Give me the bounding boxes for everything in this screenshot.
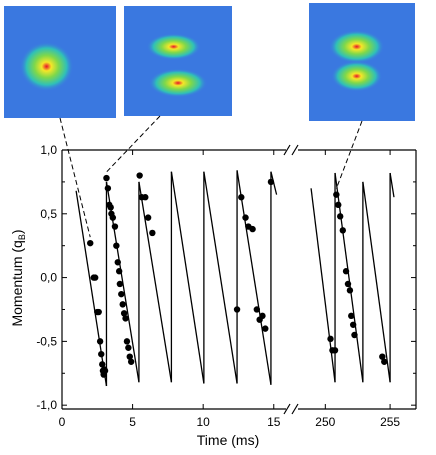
data-point	[349, 321, 357, 328]
x-tick-label: 10	[196, 415, 210, 429]
y-tick-label: 0,0	[40, 271, 57, 285]
data-point	[104, 185, 112, 192]
data-point	[127, 358, 135, 365]
absorption-image-1	[4, 6, 116, 118]
theory-segment-left	[138, 181, 173, 383]
data-point	[116, 280, 124, 288]
data-point	[111, 223, 119, 230]
atom-cloud	[331, 60, 383, 92]
axis-break-mark	[283, 403, 291, 415]
inset-connector	[335, 120, 363, 189]
data-point	[119, 301, 126, 308]
theory-segment-left	[203, 171, 238, 384]
data-point	[342, 268, 350, 275]
inset-connectors	[59, 115, 363, 238]
theory-segment-left	[170, 171, 205, 384]
data-points	[87, 172, 388, 378]
data-point	[99, 361, 106, 368]
theory-segment-left	[236, 170, 272, 385]
data-point	[101, 367, 109, 374]
inset-connector	[106, 115, 161, 173]
data-point	[103, 174, 110, 182]
axis-break-mark	[291, 144, 299, 156]
data-point	[113, 242, 120, 249]
axis-break-mark	[291, 403, 299, 415]
axis-ticks: 1,0 0,5 0,0 -0,5 -1,00 5 10 15 250 255	[36, 143, 416, 429]
data-point	[379, 353, 386, 360]
data-point	[126, 353, 133, 360]
absorption-image-bg	[124, 6, 232, 116]
axis-break-mark	[283, 144, 291, 156]
x-tick-label: 250	[315, 415, 335, 429]
data-point	[242, 214, 249, 221]
y-axis-label: Momentum (qB)	[9, 229, 27, 326]
data-point	[351, 331, 358, 339]
inset-connector	[59, 117, 91, 238]
data-point	[115, 268, 123, 275]
data-point	[346, 287, 354, 294]
x-tick-label: 0	[59, 415, 66, 429]
inset-images	[4, 3, 415, 121]
data-point	[249, 225, 256, 233]
data-point	[262, 325, 269, 332]
atom-cloud	[148, 68, 208, 98]
data-point	[136, 172, 143, 179]
data-point	[96, 338, 104, 345]
data-point	[333, 191, 340, 198]
x-tick-label: 255	[380, 415, 400, 429]
theory-line	[75, 170, 395, 387]
absorption-image-2	[124, 6, 232, 116]
data-point	[87, 239, 94, 247]
plot-frame	[61, 144, 417, 415]
x-tick-label: 5	[129, 415, 136, 429]
data-point	[339, 227, 347, 234]
theory-segment-right	[362, 181, 391, 383]
y-axis-label-close: )	[9, 229, 25, 234]
data-point	[98, 350, 105, 358]
atom-cloud	[329, 30, 385, 64]
y-axis-label-main: Momentum (q	[9, 240, 25, 326]
y-tick-label: -0,5	[36, 334, 57, 348]
data-point	[149, 229, 156, 237]
absorption-image-3	[309, 3, 415, 121]
data-point	[114, 259, 121, 266]
data-point	[344, 280, 352, 288]
data-point	[331, 347, 339, 354]
x-axis-label: Time (ms)	[197, 432, 259, 448]
data-point	[233, 306, 241, 313]
theory-segment-right	[334, 172, 364, 383]
y-axis-label-sub: B	[17, 234, 27, 240]
data-point	[125, 344, 132, 351]
data-point	[267, 178, 275, 186]
y-tick-label: 1,0	[40, 143, 57, 157]
data-point	[107, 204, 114, 211]
data-point	[91, 274, 99, 281]
data-point	[123, 338, 131, 345]
data-point	[122, 315, 129, 322]
x-tick-label: 15	[267, 415, 281, 429]
data-point	[259, 312, 266, 320]
data-point	[348, 312, 355, 320]
data-point	[142, 194, 149, 201]
data-point	[238, 194, 245, 201]
data-point	[95, 308, 102, 316]
atom-cloud	[146, 33, 201, 60]
data-point	[253, 306, 261, 313]
data-point	[335, 201, 342, 209]
y-tick-label: -1,0	[36, 398, 57, 412]
data-point	[120, 310, 128, 317]
y-tick-label: 0,5	[40, 207, 57, 221]
data-point	[327, 335, 334, 343]
data-point	[144, 214, 152, 221]
data-point	[118, 290, 125, 298]
data-point	[381, 358, 388, 365]
data-point	[109, 214, 117, 221]
data-point	[337, 213, 344, 220]
atom-cloud	[19, 41, 74, 92]
